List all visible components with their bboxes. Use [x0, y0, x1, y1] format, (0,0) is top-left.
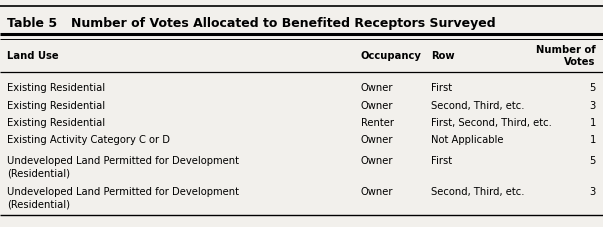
Text: Second, Third, etc.: Second, Third, etc. [431, 187, 525, 197]
Text: First: First [431, 155, 452, 165]
Text: Second, Third, etc.: Second, Third, etc. [431, 100, 525, 110]
Text: Owner: Owner [361, 134, 393, 144]
Text: 5: 5 [589, 82, 596, 92]
Text: Existing Residential: Existing Residential [7, 118, 106, 128]
Text: Table 5: Table 5 [7, 17, 57, 30]
Text: 3: 3 [590, 100, 596, 110]
Text: 5: 5 [589, 155, 596, 165]
Text: Undeveloped Land Permitted for Development
(Residential): Undeveloped Land Permitted for Developme… [7, 155, 239, 178]
Text: Owner: Owner [361, 82, 393, 92]
Text: First, Second, Third, etc.: First, Second, Third, etc. [431, 118, 552, 128]
Text: Not Applicable: Not Applicable [431, 134, 504, 144]
Text: Existing Activity Category C or D: Existing Activity Category C or D [7, 134, 170, 144]
Text: Undeveloped Land Permitted for Development
(Residential): Undeveloped Land Permitted for Developme… [7, 187, 239, 209]
Text: 1: 1 [589, 118, 596, 128]
Text: Owner: Owner [361, 187, 393, 197]
Text: Number of
Votes: Number of Votes [536, 45, 596, 67]
Text: Owner: Owner [361, 155, 393, 165]
Text: Renter: Renter [361, 118, 394, 128]
Text: Occupancy: Occupancy [361, 51, 421, 61]
Text: First: First [431, 82, 452, 92]
Text: Number of Votes Allocated to Benefited Receptors Surveyed: Number of Votes Allocated to Benefited R… [71, 17, 496, 30]
Text: Owner: Owner [361, 100, 393, 110]
Text: Row: Row [431, 51, 455, 61]
Text: 3: 3 [590, 187, 596, 197]
Text: Existing Residential: Existing Residential [7, 82, 106, 92]
Text: Existing Residential: Existing Residential [7, 100, 106, 110]
Text: Land Use: Land Use [7, 51, 59, 61]
Text: 1: 1 [589, 134, 596, 144]
